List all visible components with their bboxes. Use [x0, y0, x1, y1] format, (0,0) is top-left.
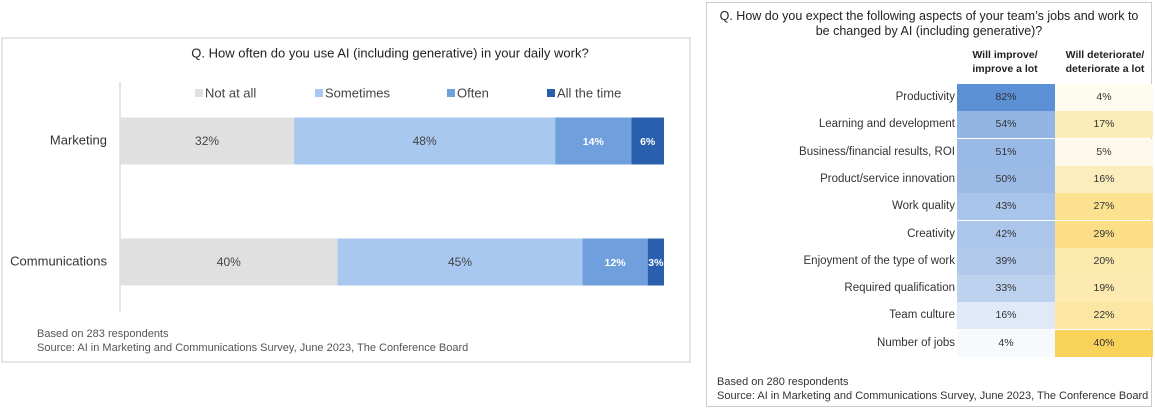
- category-label: Communications: [10, 253, 107, 268]
- table-cell: 4%: [1055, 84, 1153, 111]
- legend-label: Sometimes: [325, 85, 391, 100]
- bar-segment: [120, 238, 338, 286]
- table-cell: 5%: [1055, 138, 1153, 166]
- legend-swatch: [447, 89, 455, 97]
- category-label: Marketing: [50, 132, 107, 147]
- table-cell: 39%: [957, 247, 1055, 275]
- legend-swatch: [315, 89, 323, 97]
- row-label: Product/service innovation: [820, 172, 955, 185]
- bar-segment: [647, 238, 664, 286]
- row-label: Required qualification: [844, 282, 955, 295]
- data-label: 48%: [413, 134, 437, 148]
- data-label: 6%: [640, 136, 656, 148]
- table-cell: 33%: [957, 275, 1055, 303]
- chart-title: Q. How often do you use AI (including ge…: [191, 45, 588, 60]
- table-title: Q. How do you expect the following aspec…: [719, 9, 1139, 38]
- data-label: 14%: [583, 136, 605, 148]
- table-cell: 16%: [957, 302, 1055, 330]
- footnote: Source: AI in Marketing and Communicatio…: [37, 342, 468, 354]
- footnote: Source: AI in Marketing and Communicatio…: [717, 390, 1149, 402]
- chart-frame: [1, 37, 691, 363]
- table-cell: 51%: [957, 138, 1055, 166]
- row-label: Work quality: [891, 200, 955, 213]
- legend-swatch: [547, 89, 555, 97]
- data-label: 45%: [448, 255, 472, 269]
- heatmap-table: Q. How do you expect the following aspec…: [706, 2, 1153, 407]
- table-cell: 22%: [1055, 302, 1153, 330]
- legend-label: Often: [457, 85, 489, 100]
- row-label: Learning and development: [818, 118, 955, 131]
- table-cell: 54%: [957, 111, 1055, 139]
- table-cell: 4%: [957, 329, 1055, 357]
- table-cell: 17%: [1055, 111, 1153, 139]
- row-label: Productivity: [895, 91, 955, 103]
- table-cell: 50%: [957, 165, 1055, 193]
- column-header: Will improve/ improve a lot: [972, 49, 1038, 75]
- footnote: Based on 283 respondents: [37, 328, 169, 340]
- legend-swatch: [195, 89, 203, 97]
- table-cell: 29%: [1055, 220, 1153, 248]
- bar-segment: [582, 238, 648, 286]
- bar-segment: [631, 117, 664, 165]
- row-label: Business/financial results, ROI: [799, 145, 955, 158]
- footnote: Based on 280 respondents: [717, 376, 849, 388]
- column-header: Will deteriorate/ deteriorate a lot: [1065, 49, 1145, 75]
- legend-label: All the time: [557, 85, 621, 100]
- table-cell: 19%: [1055, 275, 1153, 303]
- bar-segment: [120, 117, 295, 165]
- bar-segment: [555, 117, 632, 165]
- table-cell: 42%: [957, 220, 1055, 248]
- table-cell: 16%: [1055, 165, 1153, 193]
- row-label: Enjoyment of the type of work: [803, 254, 956, 267]
- data-label: 32%: [195, 134, 219, 148]
- data-label: 40%: [217, 255, 241, 269]
- data-label: 12%: [605, 257, 627, 269]
- table-cell: 43%: [957, 193, 1055, 221]
- table-cell: 27%: [1055, 193, 1153, 221]
- bar-segment: [294, 117, 556, 165]
- bar-segment: [337, 238, 583, 286]
- row-label: Team culture: [889, 309, 955, 322]
- row-label: Creativity: [907, 227, 955, 240]
- data-label: 3%: [648, 257, 664, 269]
- legend-label: Not at all: [205, 85, 256, 100]
- table-cell: 82%: [957, 84, 1055, 111]
- row-label: Number of jobs: [877, 336, 955, 349]
- table-cell: 40%: [1055, 329, 1153, 357]
- bar-chart: Q. How often do you use AI (including ge…: [1, 37, 691, 363]
- table-cell: 20%: [1055, 247, 1153, 275]
